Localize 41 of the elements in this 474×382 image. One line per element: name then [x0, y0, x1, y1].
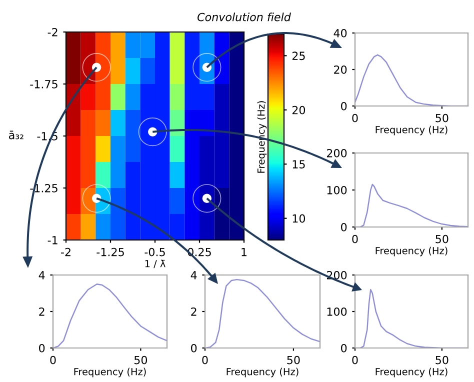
y-tick-label: -2: [48, 28, 58, 36]
y-tick-label: 4: [190, 271, 197, 280]
chart-title: Convolution field: [198, 12, 291, 22]
x-tick-label: -0.5: [144, 248, 165, 256]
x-tick-label: 1: [242, 248, 247, 256]
x-tick-label: 50: [134, 356, 148, 364]
color-bar-title: Frequency (Hz): [257, 101, 267, 173]
x-axis-title: Frequency (Hz): [376, 368, 448, 378]
y-tick-label: -1: [48, 236, 58, 244]
y-tick-label: 200: [326, 148, 347, 158]
y-tick-label: 20: [334, 65, 347, 74]
x-axis-title: Frequency (Hz): [74, 368, 146, 378]
y-axis-title: ā₃₂: [9, 130, 24, 140]
y-tick-label: 0: [341, 344, 347, 352]
y-tick-label: 2: [39, 307, 44, 316]
y-tick-label: 0: [191, 344, 197, 352]
x-axis-title: Frequency (Hz): [226, 368, 298, 378]
x-tick-label: 0: [202, 356, 208, 364]
y-tick-label: 100: [327, 186, 347, 194]
x-tick-label: -1.25: [96, 248, 124, 256]
x-tick-label: 50: [436, 356, 448, 364]
color-bar-label: 10: [292, 214, 306, 223]
color-bar-label: 15: [292, 160, 305, 168]
x-tick-label: 50: [436, 114, 448, 122]
y-tick-label: 2: [191, 307, 196, 316]
x-axis-title: Frequency (Hz): [376, 246, 448, 256]
y-tick-label: 0: [341, 222, 347, 232]
color-bar-label: 20: [292, 106, 306, 114]
x-tick-label: -2: [61, 248, 70, 256]
x-tick-label: 50: [436, 234, 448, 244]
y-tick-label: 0: [341, 102, 347, 110]
x-tick-label: 0: [352, 356, 358, 364]
x-tick-label: 50: [287, 356, 300, 364]
x-axis-title: Frequency (Hz): [376, 126, 448, 136]
y-tick-label: -1.75: [30, 80, 58, 88]
y-tick-label: 4: [38, 271, 45, 280]
y-tick-label: 40: [334, 28, 347, 38]
color-bar-label: 25: [292, 52, 305, 60]
y-tick-label: 0: [39, 344, 45, 352]
y-tick-label: 100: [327, 307, 347, 316]
x-axis-title: 1 / λ̄: [145, 260, 166, 268]
